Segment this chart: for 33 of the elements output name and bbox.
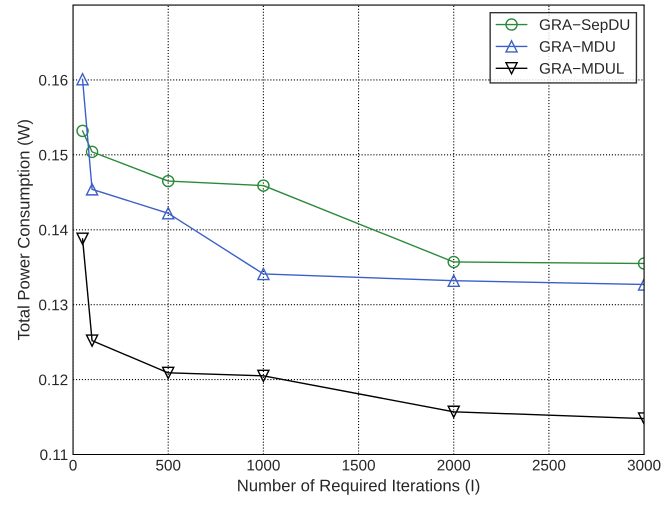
y-axis-title: Total Power Consumption (W) — [17, 120, 33, 340]
x-axis-title: Number of Required Iterations (I) — [238, 479, 480, 495]
point — [257, 370, 270, 382]
point — [162, 174, 174, 188]
y-tick-label: 0.14 — [39, 224, 68, 236]
x-tick-label: 500 — [156, 460, 180, 471]
x-tick-label: 1500 — [342, 460, 375, 471]
y-tick-label: 0.15 — [39, 150, 68, 161]
x-tick-label: 2000 — [438, 460, 470, 471]
point — [447, 274, 460, 287]
legend-label: GRA−MDUL — [540, 62, 624, 74]
x-tick-label: 2500 — [532, 460, 566, 471]
point — [447, 256, 460, 268]
y-tick-label: 0.16 — [39, 74, 68, 86]
point — [86, 334, 98, 347]
point — [76, 124, 89, 138]
point — [257, 179, 270, 192]
point — [162, 207, 174, 220]
x-tick-label: 3000 — [628, 460, 660, 471]
y-tick-label: 0.13 — [39, 300, 68, 310]
point — [76, 72, 89, 86]
point — [162, 366, 174, 380]
point — [86, 183, 98, 196]
point — [86, 146, 98, 158]
x-tick-label: 0 — [69, 460, 77, 471]
point — [447, 406, 460, 418]
legend-label: GRA−SepDU — [540, 19, 630, 34]
point — [257, 268, 270, 280]
y-tick-label: 0.12 — [39, 374, 68, 386]
legend-label: GRA−MDU — [540, 41, 615, 52]
point — [76, 232, 89, 246]
y-tick-label: 0.11 — [40, 449, 68, 460]
x-tick-label: 1000 — [248, 460, 280, 471]
